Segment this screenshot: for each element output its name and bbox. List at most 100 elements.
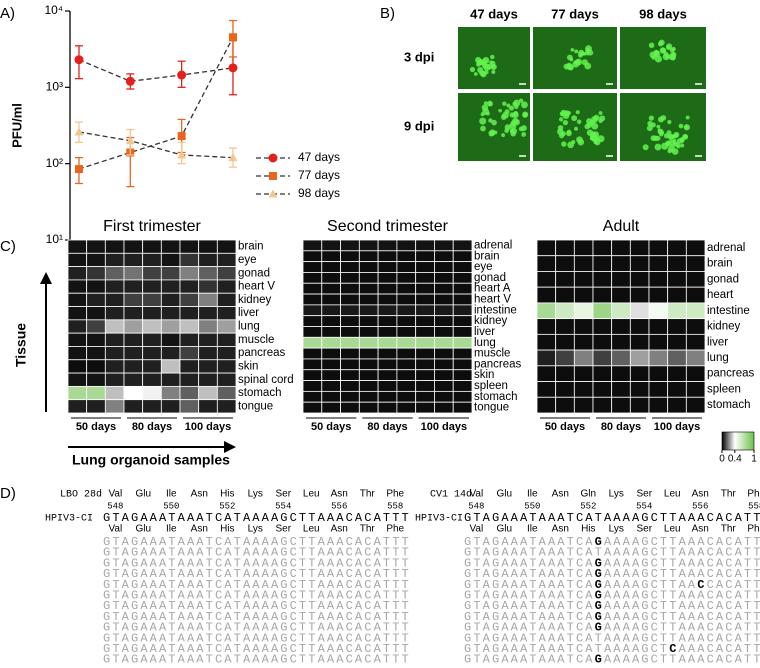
heatmap-cell (216, 346, 237, 361)
heatmap-cell (667, 365, 687, 382)
heatmap-cell (179, 399, 200, 414)
heatmap-cell (415, 401, 435, 414)
row-label: adrenal (474, 239, 512, 251)
heatmap-cell (396, 293, 417, 306)
heatmap-cell (452, 261, 473, 273)
cell (661, 142, 669, 150)
amino-acid: Asn (331, 489, 348, 500)
heatmap-cell (142, 319, 162, 334)
cell (662, 53, 670, 61)
heatmap-cell (396, 261, 417, 273)
heatmap-cell (123, 399, 144, 414)
row-label: 9 dpi (404, 118, 434, 133)
heatmap-cell (573, 396, 594, 414)
heatmap-cell (321, 369, 341, 381)
heatmap-cell (358, 250, 379, 263)
heatmap-cell (434, 304, 454, 317)
cell (562, 119, 569, 126)
series-line (78, 131, 233, 159)
marker (177, 150, 187, 159)
heatmap-cell (321, 239, 341, 252)
cell (581, 59, 588, 66)
reference-amino-acid: His (581, 524, 595, 535)
heatmap-cell (415, 282, 435, 295)
reference-amino-acid: Ile (527, 524, 538, 535)
heatmap-cell (358, 336, 379, 349)
heatmap-cell (86, 292, 106, 307)
heatmap-cell (86, 279, 106, 294)
cell (586, 129, 594, 136)
cell (660, 47, 667, 54)
heatmap-cell (536, 381, 557, 398)
heatmap-cell (358, 261, 379, 273)
heatmap-cell (611, 333, 631, 351)
heatmap-cell (216, 372, 237, 387)
row-label: pancreas (238, 347, 286, 359)
cell (482, 63, 488, 69)
row-label: skin (474, 369, 494, 381)
heatmap-cell (685, 286, 706, 304)
heatmap-cell (452, 250, 473, 263)
heatmap-cell (86, 252, 106, 268)
heatmap-cell (216, 292, 237, 307)
cell (650, 135, 657, 141)
cell (502, 111, 509, 119)
heatmap-cell (358, 315, 379, 327)
heatmap-cell (536, 318, 557, 335)
heatmap-cell (415, 347, 435, 360)
reference-amino-acid: Glu (136, 524, 152, 535)
cell (512, 101, 518, 107)
heatmap-cell (629, 333, 650, 351)
heatmap-cell (160, 239, 181, 254)
reference-label: HPIV3-CI (45, 514, 93, 525)
heatmap-cell (573, 381, 594, 398)
heatmap-cell (555, 381, 575, 398)
heatmap-cell (377, 272, 398, 284)
heatmap-cell (667, 333, 687, 351)
amino-acid: Ser (636, 489, 652, 500)
cell (518, 126, 524, 132)
heatmap-cell (160, 266, 181, 281)
heatmap-cell (667, 255, 687, 272)
heatmap-cell (216, 239, 237, 254)
heatmap-cell (452, 282, 473, 295)
heatmap-cell (536, 349, 557, 367)
heatmap-cell (434, 380, 454, 392)
heatmap-cell (629, 286, 650, 304)
heatmap-cell (434, 272, 454, 284)
cell (685, 115, 690, 120)
heatmap-cell (104, 372, 125, 387)
heatmap-cell (123, 266, 144, 281)
heatmap-cell (648, 239, 669, 257)
cell (660, 115, 667, 121)
heatmap-cell (358, 326, 379, 338)
panel-label: D) (0, 485, 16, 502)
reference-amino-acid: Val (469, 524, 483, 535)
cell (504, 124, 511, 131)
heatmap-cell (142, 292, 162, 307)
heatmap-cell (452, 315, 473, 327)
cell (569, 57, 574, 62)
amino-acid: Ile (166, 489, 177, 500)
sequence: GTAGAAATAAATCAGAAAAGCTTAAACACATTT (464, 610, 760, 624)
cell (563, 63, 570, 70)
heatmap-cell (160, 252, 181, 268)
heatmap-cell (396, 250, 417, 263)
cell (510, 130, 516, 137)
heatmap-cell (86, 306, 106, 321)
heatmap-cell (160, 346, 181, 361)
heatmap-cell (160, 292, 181, 307)
heatmap-cell (142, 332, 162, 347)
heatmap-cell (434, 282, 454, 295)
heatmap-cell (216, 399, 237, 414)
heatmap-cell (302, 315, 323, 327)
heatmap-cell (104, 239, 125, 254)
cell (489, 54, 495, 60)
row-label: heart V (474, 294, 511, 306)
row-label: lung (474, 337, 496, 349)
heatmap-cell (377, 401, 398, 414)
heatmap-cell (198, 385, 218, 401)
heatmap-cell (667, 396, 687, 414)
